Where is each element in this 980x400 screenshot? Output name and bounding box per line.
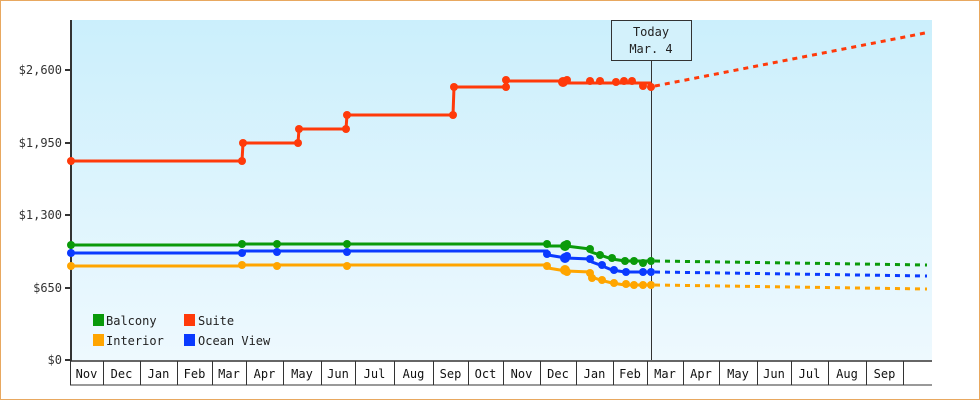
x-month-label: May <box>727 367 749 381</box>
legend-item-balcony: Balcony <box>93 314 157 328</box>
y-tick-label: $650 <box>33 281 62 295</box>
x-month-label: Nov <box>511 367 533 381</box>
legend-item-interior: Interior <box>93 334 164 348</box>
series-balcony <box>67 240 928 267</box>
x-month-label: Nov <box>76 367 98 381</box>
y-tick-label: $0 <box>48 353 62 367</box>
x-month-label: Oct <box>475 367 497 381</box>
x-month-label: Jan <box>584 367 606 381</box>
y-tick-label: $2,600 <box>19 63 62 77</box>
x-month-label: Feb <box>184 367 206 381</box>
legend-item-suite: Suite <box>184 314 234 328</box>
series-ocean-view <box>67 248 928 278</box>
today-label: Today <box>633 25 669 39</box>
today-date: Mar. 4 <box>629 42 672 56</box>
x-month-label: Aug <box>836 367 858 381</box>
x-axis: Nov Dec Jan Feb Mar Apr May Jun Jul Aug Sep Oct Nov D… <box>70 360 932 386</box>
series-suite <box>67 31 926 165</box>
x-month-label: Dec <box>111 367 133 381</box>
x-month-label: Apr <box>254 367 276 381</box>
x-month-label: Jul <box>799 367 821 381</box>
today-marker: Today Mar. 4 <box>611 20 692 360</box>
y-ticks: $2,600 $1,950 $1,300 $650 $0 <box>19 63 71 367</box>
x-month-label: Sep <box>440 367 462 381</box>
plot-area <box>72 20 932 360</box>
x-month-label: Apr <box>690 367 712 381</box>
x-month-label: Jan <box>148 367 170 381</box>
x-month-label: Jun <box>763 367 785 381</box>
x-month-label: Aug <box>403 367 425 381</box>
svg-text:Suite: Suite <box>198 314 234 328</box>
series-interior <box>67 261 928 291</box>
y-tick-label: $1,300 <box>19 208 62 222</box>
svg-text:Ocean View: Ocean View <box>198 334 271 348</box>
legend: Balcony Suite Interior Ocean View <box>93 314 271 348</box>
x-month-label: Jun <box>327 367 349 381</box>
y-tick-label: $1,950 <box>19 136 62 150</box>
legend-item-ocean-view: Ocean View <box>184 334 271 348</box>
svg-text:Interior: Interior <box>106 334 164 348</box>
x-month-label: May <box>291 367 313 381</box>
svg-text:Balcony: Balcony <box>106 314 157 328</box>
x-month-label: Jul <box>364 367 386 381</box>
x-month-label: Feb <box>619 367 641 381</box>
x-month-label: Sep <box>874 367 896 381</box>
x-month-label: Mar <box>654 367 676 381</box>
x-month-label: Mar <box>218 367 240 381</box>
x-month-label: Dec <box>547 367 569 381</box>
